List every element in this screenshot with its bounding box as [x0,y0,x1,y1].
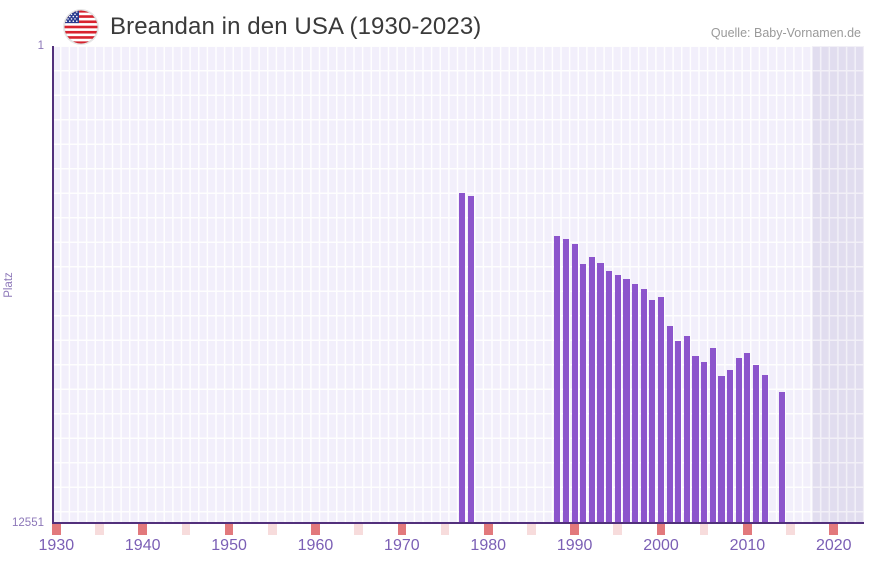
x-axis-tick-minor [786,524,795,535]
bar [727,370,734,523]
forecast-grid-lines [812,46,864,523]
x-axis-line [52,522,864,524]
bar [562,239,570,523]
y-axis-tick-top: 1 [37,40,44,52]
x-axis-tick-minor [181,524,191,535]
x-axis-tick-minor [527,524,536,535]
x-axis-label: 1930 [38,537,75,554]
bar [554,236,561,523]
x-axis-ticks [52,524,864,536]
x-axis-tick-minor [267,524,277,535]
bar [718,375,725,523]
x-axis-tick-major [224,524,234,535]
y-axis-tick-bottom: 12551 [12,517,44,529]
x-axis-tick-minor [95,524,104,535]
bar [692,355,699,523]
x-axis-label: 1970 [384,537,420,554]
x-axis-tick-major [570,524,579,535]
x-axis-label: 1990 [556,537,593,554]
bar [640,288,647,523]
x-axis-label: 2000 [643,537,679,554]
bar-series [52,46,864,523]
x-axis-tick-major [656,524,666,535]
source-label: Quelle: Baby-Vornamen.de [710,26,861,40]
bar [580,264,587,523]
x-axis-tick-major [483,524,493,535]
bar [701,362,708,523]
bar [597,262,604,523]
bar [467,195,475,523]
bar [623,279,630,523]
x-axis-tick-major [311,524,320,535]
x-axis-tick-minor [613,524,623,535]
x-axis-tick-minor [354,524,363,535]
x-axis-tick-major [397,524,407,535]
x-axis-tick-major [743,524,752,535]
x-axis-label: 1940 [124,537,161,554]
bar [459,193,466,523]
y-axis-line [52,46,54,524]
x-axis-label: 2020 [815,537,852,554]
bar [606,270,613,523]
bar [761,375,768,523]
x-axis-tick-major [829,524,839,535]
bar [709,347,716,523]
x-axis-label: 1960 [297,537,334,554]
bar [571,244,578,523]
y-axis-title: Platz [3,272,15,298]
bar [657,297,665,523]
x-axis-label: 2010 [729,537,766,554]
x-axis-labels: 1930 1940 1950 1960 1970 1980 1990 2000 2010 2020 [39,537,864,563]
bar [683,335,690,523]
x-axis-tick-major [138,524,147,535]
bar [588,256,595,523]
x-axis-label: 1950 [211,537,247,554]
x-axis-tick-minor [699,524,709,535]
x-axis-tick-minor [440,524,450,535]
bar [666,325,673,523]
x-axis-label: 1980 [470,537,507,554]
x-axis-tick-major [52,524,61,535]
bar [631,284,639,523]
bar [735,357,742,523]
bar [649,300,656,523]
bar [744,353,751,523]
bar [614,274,621,523]
page-title: Breandan in den USA (1930-2023) [110,13,482,40]
bar [675,340,682,523]
bar [752,365,760,523]
plot-area [52,46,864,523]
us-flag-icon [64,10,98,44]
bar [778,392,786,523]
